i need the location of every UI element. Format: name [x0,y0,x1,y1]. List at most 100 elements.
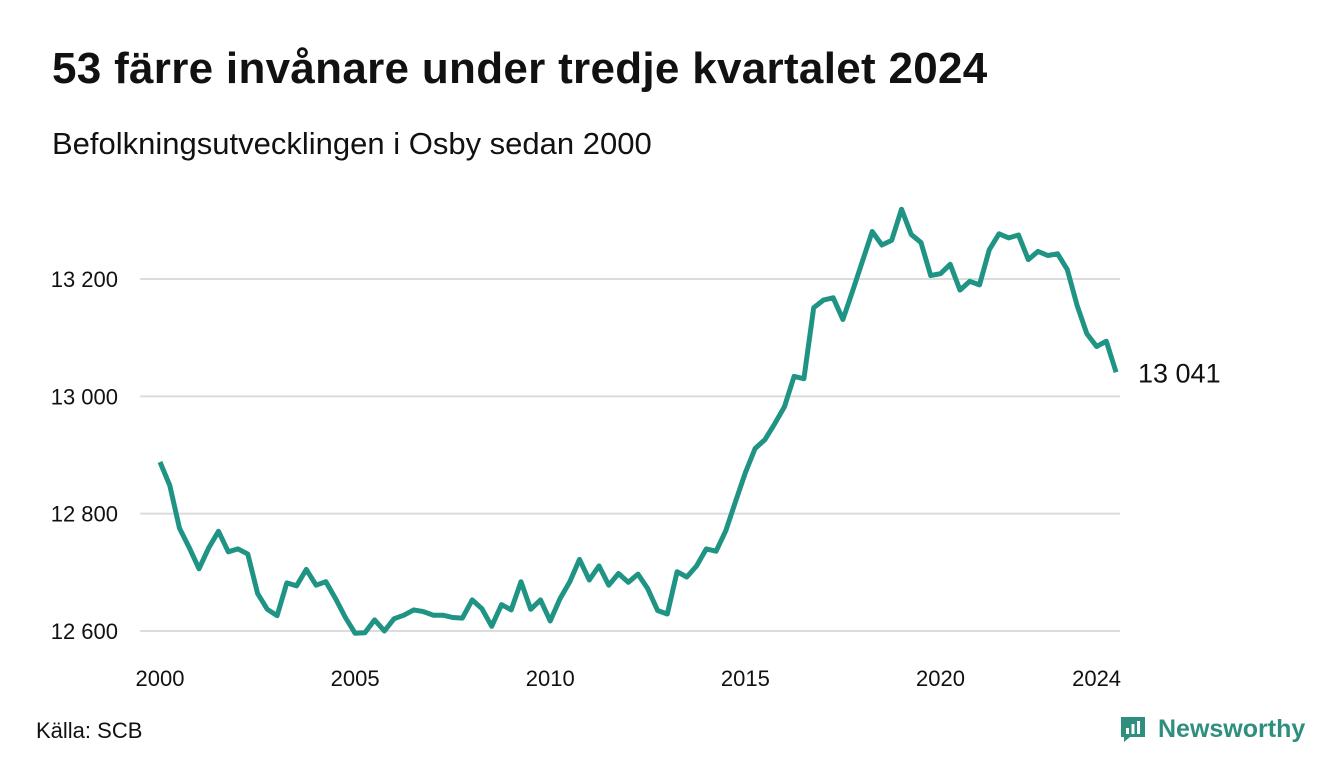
data-point [460,616,465,621]
data-point [245,552,250,557]
data-point [636,572,641,577]
data-point [323,579,328,584]
data-point [1104,339,1109,344]
data-point [1016,233,1021,238]
y-tick-label: 13 200 [51,267,118,292]
data-point [792,374,797,379]
data-point [948,262,953,267]
y-tick-label: 12 600 [51,619,118,644]
data-point [772,421,777,426]
data-point [1055,251,1060,256]
chart-title: 53 färre invånare under tredje kvartalet… [52,44,988,93]
data-point [392,616,397,621]
data-point [938,271,943,276]
data-point [977,282,982,287]
data-point [450,615,455,620]
data-point [714,549,719,554]
source-note: Källa: SCB [36,718,143,743]
data-point [879,243,884,248]
data-point [158,460,163,465]
x-tick-label: 2020 [916,666,965,691]
data-point [343,615,348,620]
data-point [811,305,816,310]
data-point [548,619,553,624]
data-point [431,613,436,618]
data-point [850,288,855,293]
data-point [499,602,504,607]
data-point [597,563,602,568]
data-point [197,566,202,571]
data-point [421,609,426,614]
data-point [997,231,1002,236]
data-point [470,597,475,602]
end-label-group: 13 041 [1138,358,1221,388]
data-point [509,607,514,612]
data-point [616,571,621,576]
data-point [870,229,875,234]
data-point [411,607,416,612]
data-point [684,575,689,580]
data-point [782,404,787,409]
data-point [216,529,221,534]
data-point [967,279,972,284]
data-point [899,207,904,212]
data-point [1036,249,1041,254]
data-point [704,546,709,551]
y-axis: 12 600 12 800 13 000 13 200 [51,267,118,644]
data-point [284,580,289,585]
x-tick-label: 2000 [136,666,185,691]
data-point [567,579,572,584]
data-point [382,629,387,634]
data-point [1075,303,1080,308]
x-tick-label: 2010 [526,666,575,691]
series-group [157,206,1119,636]
data-point [538,597,543,602]
data-point [187,545,192,550]
data-point [489,624,494,629]
data-point [860,259,865,264]
data-point [987,247,992,252]
data-point [958,288,963,293]
data-point [265,607,270,612]
data-point [675,569,680,574]
data-point [167,483,172,488]
data-point [626,580,631,585]
data-point [440,613,445,618]
end-value-label: 13 041 [1138,358,1221,388]
data-point [1026,257,1031,262]
data-point [762,437,767,442]
series-line [157,206,1119,636]
data-point [304,567,309,572]
data-point [665,612,670,617]
brand-name: Newsworthy [1158,714,1306,743]
data-point [821,298,826,303]
data-point [275,613,280,618]
data-point [314,583,319,588]
newsworthy-logo-icon [1121,717,1145,742]
y-tick-label: 13 000 [51,384,118,409]
data-point [1006,235,1011,240]
data-point [333,596,338,601]
data-point [479,606,484,611]
data-point [1045,253,1050,258]
data-point [743,470,748,475]
data-point [177,526,182,531]
data-point [255,591,260,596]
x-tick-label: 2024 [1072,666,1121,691]
data-point [694,563,699,568]
y-tick-label: 12 800 [51,502,118,527]
data-point [587,578,592,583]
data-point [733,499,738,504]
data-point [519,579,524,584]
data-point [1114,370,1119,375]
data-point [753,446,758,451]
chart-subtitle: Befolkningsutvecklingen i Osby sedan 200… [52,126,652,161]
data-point [1065,267,1070,272]
x-axis: 2000 2005 2010 2015 2020 2024 [136,666,1122,691]
data-point [723,528,728,533]
data-point [401,613,406,618]
data-point [362,630,367,635]
data-point [577,557,582,562]
x-tick-label: 2015 [721,666,770,691]
